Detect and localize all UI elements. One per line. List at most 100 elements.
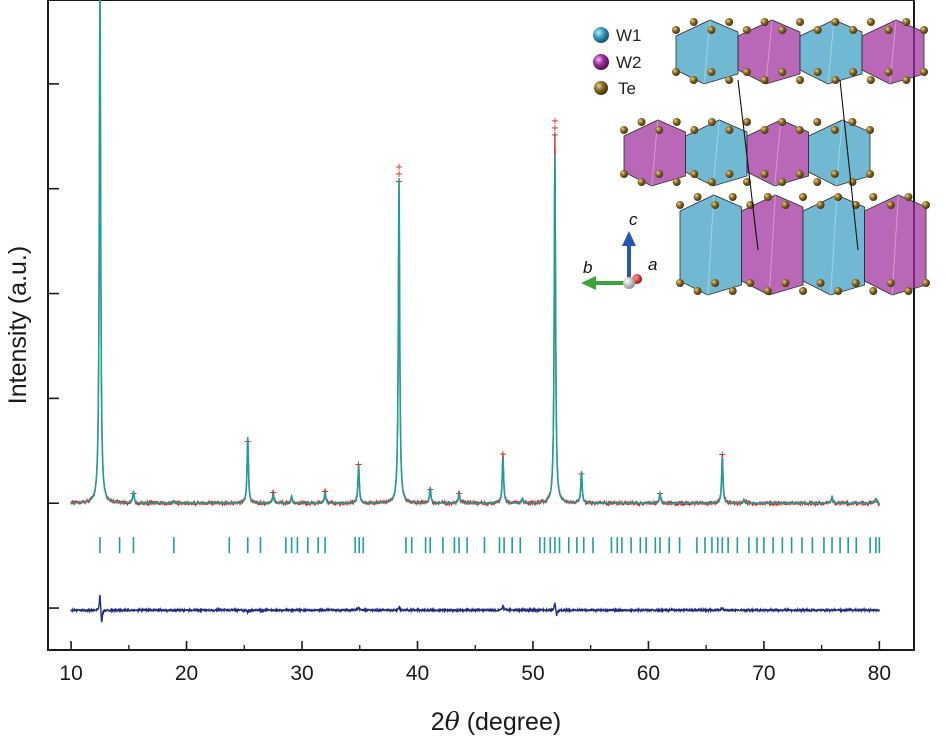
observed-point-marker: + <box>551 123 559 134</box>
te-atom <box>796 18 804 26</box>
te-atom <box>795 170 804 178</box>
te-atom <box>830 126 839 134</box>
observed-point-marker: + <box>718 450 726 461</box>
structure-layer <box>672 18 928 85</box>
te-atom <box>760 76 769 84</box>
te-atom <box>778 26 787 34</box>
axis-letter-a: a <box>648 255 657 274</box>
crystal-structure-illustration <box>620 18 930 296</box>
te-atom <box>763 193 772 201</box>
w1-atom-icon <box>593 27 609 43</box>
observed-point-marker: + <box>395 169 403 180</box>
crystal-axes-icon: c b a <box>581 210 657 290</box>
te-atom <box>725 126 734 134</box>
te-atom <box>725 76 734 84</box>
te-atom <box>728 287 737 295</box>
te-atom <box>922 279 930 287</box>
te-atom <box>711 201 720 209</box>
observed-point-marker: + <box>395 162 403 173</box>
te-atom <box>834 193 843 201</box>
observed-point-marker: + <box>321 487 329 498</box>
te-atom <box>796 76 804 84</box>
x-tick-label: 20 <box>175 662 198 685</box>
te-atom <box>707 118 716 126</box>
te-atom <box>725 170 734 178</box>
te-atom <box>813 118 822 126</box>
x-axis-title: 2θ (degree) <box>431 707 561 736</box>
w2-atom-icon <box>593 54 609 70</box>
coordination-polyhedron <box>737 19 801 85</box>
x-tick-label: 40 <box>406 662 429 685</box>
te-atom <box>831 76 840 84</box>
te-atom <box>830 170 839 178</box>
axis-letter-c: c <box>629 210 638 229</box>
te-atom <box>834 287 843 295</box>
legend-item-w1: W1 <box>593 26 642 45</box>
te-atom <box>620 126 628 134</box>
te-atom <box>693 287 702 295</box>
unit-cell-edge <box>839 79 859 251</box>
x-axis-ticks: 10 20 30 40 50 60 70 80 <box>59 641 891 685</box>
te-atom <box>904 193 913 201</box>
te-atom <box>884 68 893 76</box>
structure-layer <box>620 118 874 187</box>
te-atom <box>849 68 858 76</box>
te-atom <box>795 126 804 134</box>
te-atom <box>743 118 751 126</box>
te-atom <box>637 118 646 126</box>
axis-letter-b: b <box>583 258 592 277</box>
te-atom <box>799 193 807 201</box>
difference-curve <box>70 594 881 623</box>
x-tick-label: 10 <box>59 662 82 685</box>
te-atom <box>902 18 911 26</box>
te-atom <box>851 279 860 287</box>
te-atom <box>760 126 769 134</box>
te-atom <box>778 68 787 76</box>
legend-label-te: Te <box>618 79 636 98</box>
te-atom <box>672 68 680 76</box>
te-atom <box>672 118 681 126</box>
te-atom <box>866 126 874 134</box>
unit-cell-edge <box>737 79 759 251</box>
calculated-pattern-line <box>71 0 880 505</box>
y-axis-title: Intensity (a.u.) <box>4 246 32 404</box>
plot-frame <box>47 0 915 651</box>
te-atom <box>920 68 928 76</box>
observed-point-marker: + <box>499 449 507 460</box>
te-atom <box>763 287 772 295</box>
te-atom <box>778 118 787 126</box>
te-atom <box>848 178 857 186</box>
te-atom <box>742 26 751 34</box>
te-atom <box>689 76 698 84</box>
te-atom <box>866 170 874 178</box>
te-atom <box>689 18 698 26</box>
te-atom <box>886 279 895 287</box>
te-atom <box>672 26 680 34</box>
te-atom <box>920 26 928 34</box>
te-atom <box>816 279 825 287</box>
structure-layer <box>676 193 930 296</box>
te-atom <box>816 201 825 209</box>
te-atom <box>655 126 664 134</box>
te-atom <box>672 178 681 186</box>
te-atom <box>676 279 684 287</box>
te-atom <box>690 170 699 178</box>
coordination-polyhedron <box>685 119 748 187</box>
te-atom <box>781 201 790 209</box>
te-atom <box>637 178 646 186</box>
te-atom <box>778 178 787 186</box>
te-atom <box>869 193 878 201</box>
te-atom <box>831 18 840 26</box>
te-atom-icon <box>594 81 608 95</box>
te-atom <box>620 170 628 178</box>
x-tick-label: 50 <box>521 662 544 685</box>
legend-item-te: Te <box>594 79 636 98</box>
inset-legend: W1 W2 Te <box>593 26 642 98</box>
x-tick-label: 60 <box>637 662 660 685</box>
x-tick-label: 70 <box>752 662 775 685</box>
legend-item-w2: W2 <box>593 53 642 72</box>
observed-point-marker: + <box>551 116 559 127</box>
te-atom <box>711 279 720 287</box>
x-tick-label: 80 <box>868 662 891 685</box>
